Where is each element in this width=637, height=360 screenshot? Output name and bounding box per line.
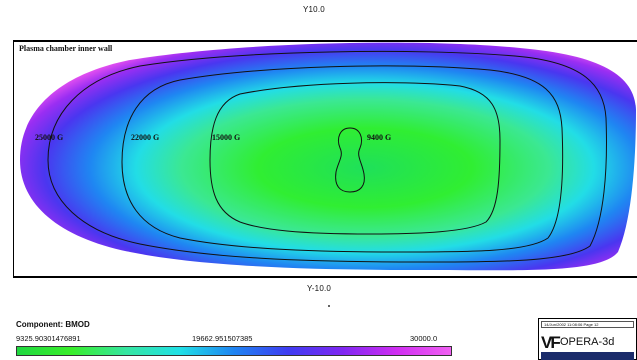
contour-label-9400: 9400 G [367,133,392,142]
stamp-logo-text: OPERA-3d [560,336,615,348]
bottom-position-label: Y-10.0 [307,284,332,293]
left-border-line [13,40,14,278]
stamp-footer-bar [541,352,634,360]
legend-mid-value: 19662.951507385 [192,334,253,343]
plot-title: Plasma chamber inner wall [19,44,113,53]
contour-label-22000: 22000 G [131,133,160,142]
contour-line-9400 [335,127,365,193]
stamp-date: 14/Jun/2002 11:08:06 Page 12 [541,321,634,328]
contour-line-15000 [209,82,501,235]
top-border-line [13,40,637,42]
legend-max-value: 30000.0 [410,334,438,343]
top-position-label: Y10.0 [303,5,325,14]
contour-line-22000 [121,65,564,253]
legend-component-label: Component: BMOD [16,320,90,329]
opera-logo-icon: VF [541,333,561,352]
contour-label-25000: 25000 G [35,133,64,142]
legend-min-value: 9325.90301476891 [16,334,81,343]
contour-label-15000: 15000 G [212,133,241,142]
bottom-border-line [13,276,637,278]
legend-color-bar [16,346,452,356]
contour-line-25000 [47,50,607,263]
marker-dot [328,305,330,307]
chamber-field-region [20,42,636,271]
